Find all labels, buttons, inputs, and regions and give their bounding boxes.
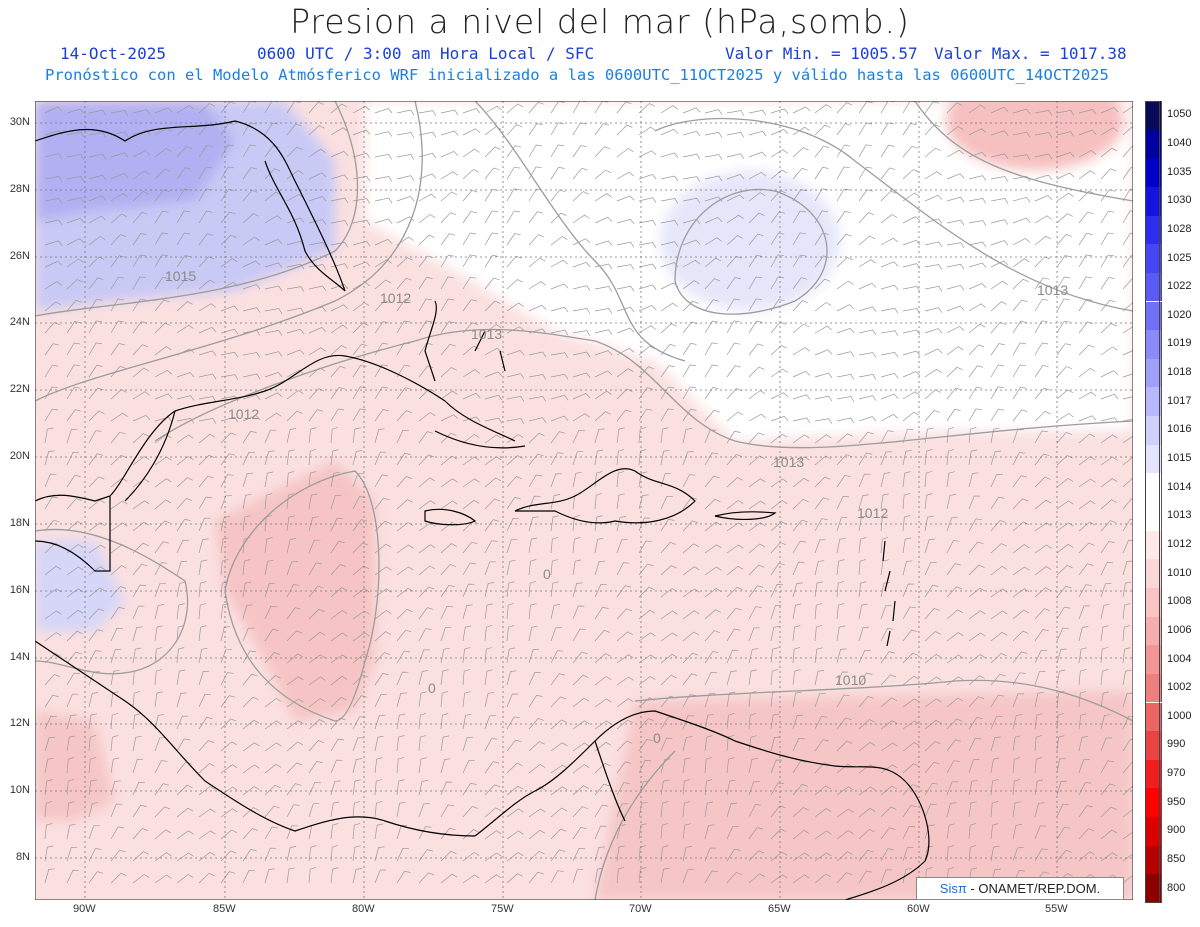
coastlines	[35, 120, 930, 900]
credit-box: Sisπ - ONAMET/REP.DOM.	[916, 877, 1124, 900]
legend-label: 1014	[1167, 480, 1192, 493]
brand-label: Sisπ	[939, 881, 967, 896]
map-title: Presion a nivel del mar (hPa,somb.)	[290, 2, 910, 41]
lon-label: 80W	[352, 903, 375, 915]
lat-label: 22N	[9, 383, 30, 395]
lat-label: 30N	[9, 116, 30, 128]
legend-label: 1020	[1167, 308, 1192, 321]
lat-label: 18N	[9, 517, 30, 529]
valid-time: 0600 UTC / 3:00 am Hora Local / SFC	[257, 44, 595, 63]
legend-label: 1002	[1167, 681, 1192, 694]
legend-label: 1000	[1167, 709, 1192, 722]
contour-label: 1012	[380, 290, 411, 306]
lat-label: 10N	[9, 784, 30, 796]
legend-label: 1015	[1167, 452, 1192, 465]
lat-label: 24N	[9, 316, 30, 328]
legend-label: 990	[1167, 738, 1186, 751]
lat-label: 12N	[9, 717, 30, 729]
legend-label: 1018	[1167, 366, 1192, 379]
legend-label: 1019	[1167, 337, 1192, 350]
legend-label: 1040	[1167, 136, 1192, 149]
lon-label: 90W	[73, 903, 96, 915]
lon-label: 85W	[213, 903, 236, 915]
lat-label: 8N	[15, 851, 30, 863]
legend-label: 1004	[1167, 652, 1192, 665]
pressure-legend: 1050 1040 1035 1030 1028 1025 1022 1020 1019 1018…	[1145, 101, 1200, 903]
legend-label: 1013	[1167, 509, 1192, 522]
model-info: Pronóstico con el Modelo Atmósferico WRF…	[45, 66, 1109, 84]
contour-label: 1013	[1037, 282, 1068, 298]
contour-label: 1010	[835, 672, 866, 688]
legend-label: 1010	[1167, 566, 1192, 579]
lon-label: 55W	[1045, 903, 1068, 915]
legend-label: 1016	[1167, 423, 1192, 436]
legend-label: 1006	[1167, 623, 1192, 636]
latitude-axis: 30N 28N 26N 24N 22N 20N 18N 16N 14N 12N 10N 8N	[0, 101, 34, 900]
lon-label: 65W	[768, 903, 791, 915]
legend-label: 1008	[1167, 595, 1192, 608]
legend-label: 900	[1167, 824, 1186, 837]
legend-label: 1050	[1167, 108, 1192, 121]
legend-label: 1028	[1167, 222, 1192, 235]
contour-label: 0	[653, 730, 661, 746]
longitude-axis: 90W 85W 80W 75W 70W 65W 60W 55W	[35, 903, 1133, 923]
valid-date: 14-Oct-2025	[60, 44, 166, 63]
legend-label: 1035	[1167, 165, 1192, 178]
contour-label: 0	[543, 566, 551, 582]
contour-label: 1013	[773, 454, 804, 470]
legend-label: 950	[1167, 795, 1186, 808]
contour-label: 0	[428, 680, 436, 696]
lat-label: 28N	[9, 183, 30, 195]
lat-label: 16N	[9, 584, 30, 596]
legend-label: 1030	[1167, 194, 1192, 207]
credit-text: - ONAMET/REP.DOM.	[966, 881, 1101, 896]
legend-label: 1022	[1167, 280, 1192, 293]
lat-lon-grid	[35, 101, 1133, 900]
legend-label: 1017	[1167, 394, 1192, 407]
contour-label: 1015	[165, 268, 196, 284]
legend-label: 1025	[1167, 251, 1192, 264]
lon-label: 75W	[491, 903, 514, 915]
pressure-map: 1015 1012 1012 1013 1013 1013 1012 1010 …	[35, 101, 1133, 900]
lat-label: 20N	[9, 450, 30, 462]
lon-label: 70W	[629, 903, 652, 915]
contour-label: 1012	[857, 505, 888, 521]
lat-label: 14N	[9, 651, 30, 663]
wind-barbs	[44, 101, 1133, 884]
contour-label: 1013	[471, 326, 502, 342]
max-value: Valor Max. = 1017.38	[934, 44, 1127, 63]
min-value: Valor Min. = 1005.57	[725, 44, 918, 63]
legend-label: 850	[1167, 853, 1186, 866]
contour-label: 1012	[228, 406, 259, 422]
contour-labels: 1015 1012 1012 1013 1013 1013 1012 1010 …	[165, 268, 1068, 746]
isobars	[35, 101, 1133, 900]
lon-label: 60W	[907, 903, 930, 915]
legend-label: 800	[1167, 881, 1186, 894]
legend-label: 1012	[1167, 537, 1192, 550]
legend-label: 970	[1167, 767, 1186, 780]
lat-label: 26N	[9, 250, 30, 262]
